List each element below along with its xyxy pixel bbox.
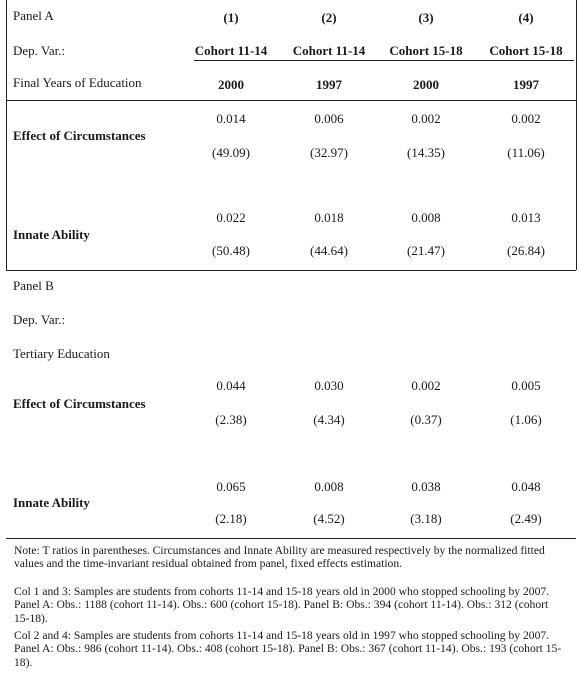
sample-note-cols-2-4: Col 2 and 4: Samples are students from c…	[14, 629, 562, 669]
t-ratio: (11.06)	[507, 145, 545, 160]
coefficient: 0.030	[314, 378, 344, 393]
coefficient: 0.014	[216, 111, 246, 126]
t-ratio: (1.06)	[510, 412, 542, 427]
t-ratio: (50.48)	[212, 243, 250, 258]
coefficient: 0.018	[314, 210, 344, 225]
cohort-header-1: Cohort 11-14	[194, 43, 268, 58]
cohort-header-2: Cohort 11-14	[292, 43, 366, 58]
left-border	[6, 0, 7, 270]
header-rule	[6, 100, 576, 101]
panel-a-row-label: Effect of Circumstances	[13, 128, 146, 143]
year-header-3: 2000	[413, 77, 439, 92]
cohort-header-4: Cohort 15-18	[489, 43, 563, 58]
bottom-rule	[6, 538, 576, 539]
coefficient: 0.044	[216, 378, 246, 393]
panel-divider-rule	[6, 270, 576, 271]
column-header-4: (4)	[518, 10, 534, 25]
coefficient: 0.002	[411, 378, 441, 393]
column-header-3: (3)	[418, 10, 434, 25]
t-ratio: (4.52)	[313, 511, 345, 526]
panel-a-dependent-variable: Final Years of Education	[13, 75, 142, 90]
t-ratio: (2.38)	[215, 412, 247, 427]
coefficient: 0.006	[314, 111, 344, 126]
t-ratio: (2.49)	[510, 511, 542, 526]
coefficient: 0.002	[411, 111, 441, 126]
t-ratio: (32.97)	[310, 145, 348, 160]
t-ratio: (4.34)	[313, 412, 345, 427]
t-ratio: (44.64)	[310, 243, 348, 258]
t-ratio: (0.37)	[410, 412, 442, 427]
t-ratio: (14.35)	[407, 145, 445, 160]
t-ratio: (2.18)	[215, 511, 247, 526]
panel-a-label: Panel A	[13, 8, 54, 23]
panel-b-dep-var-label: Dep. Var.:	[13, 312, 66, 327]
coefficient: 0.002	[511, 111, 541, 126]
t-ratio: (3.18)	[410, 511, 442, 526]
sample-note-cols-1-3: Col 1 and 3: Samples are students from c…	[14, 585, 550, 625]
t-ratio: (49.09)	[212, 145, 250, 160]
coefficient: 0.008	[314, 479, 344, 494]
coefficient: 0.005	[511, 378, 541, 393]
year-header-1: 2000	[218, 77, 244, 92]
table-note: Note: T ratios in parentheses. Circumsta…	[14, 544, 545, 571]
cohort-header-3: Cohort 15-18	[389, 43, 463, 58]
coefficient: 0.065	[216, 479, 246, 494]
year-header-2: 1997	[316, 77, 342, 92]
column-header-1: (1)	[223, 10, 239, 25]
column-header-2: (2)	[321, 10, 337, 25]
panel-b-label: Panel B	[13, 278, 54, 293]
right-border	[576, 0, 577, 270]
coefficient: 0.038	[411, 479, 441, 494]
panel-b-row-label: Innate Ability	[13, 495, 90, 510]
panel-b-row-label: Effect of Circumstances	[13, 396, 146, 411]
year-header-4: 1997	[513, 77, 539, 92]
coefficient: 0.048	[511, 479, 541, 494]
coefficient: 0.013	[511, 210, 541, 225]
panel-a-row-label: Innate Ability	[13, 227, 90, 242]
t-ratio: (21.47)	[407, 243, 445, 258]
panel-b-dependent-variable: Tertiary Education	[13, 346, 110, 361]
cohort-underline	[194, 60, 574, 61]
coefficient: 0.022	[216, 210, 246, 225]
t-ratio: (26.84)	[507, 243, 545, 258]
coefficient: 0.008	[411, 210, 441, 225]
panel-a-dep-var-label: Dep. Var.:	[13, 43, 66, 58]
